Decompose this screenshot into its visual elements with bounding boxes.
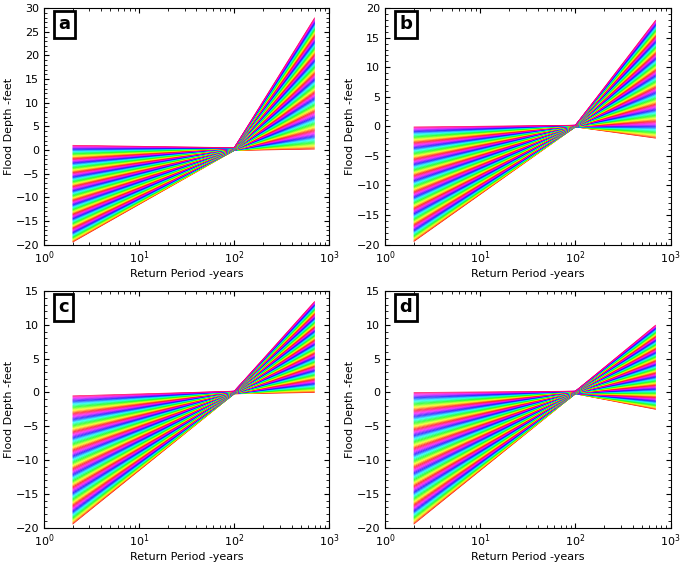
Y-axis label: Flood Depth -feet: Flood Depth -feet	[345, 78, 356, 175]
Y-axis label: Flood Depth -feet: Flood Depth -feet	[345, 361, 356, 458]
Y-axis label: Flood Depth -feet: Flood Depth -feet	[4, 361, 14, 458]
Text: b: b	[399, 15, 412, 33]
X-axis label: Return Period -years: Return Period -years	[130, 552, 243, 562]
Text: a: a	[58, 15, 70, 33]
Text: d: d	[399, 298, 412, 316]
X-axis label: Return Period -years: Return Period -years	[471, 269, 584, 279]
Y-axis label: Flood Depth -feet: Flood Depth -feet	[4, 78, 14, 175]
X-axis label: Return Period -years: Return Period -years	[471, 552, 584, 562]
Text: c: c	[58, 298, 68, 316]
X-axis label: Return Period -years: Return Period -years	[130, 269, 243, 279]
